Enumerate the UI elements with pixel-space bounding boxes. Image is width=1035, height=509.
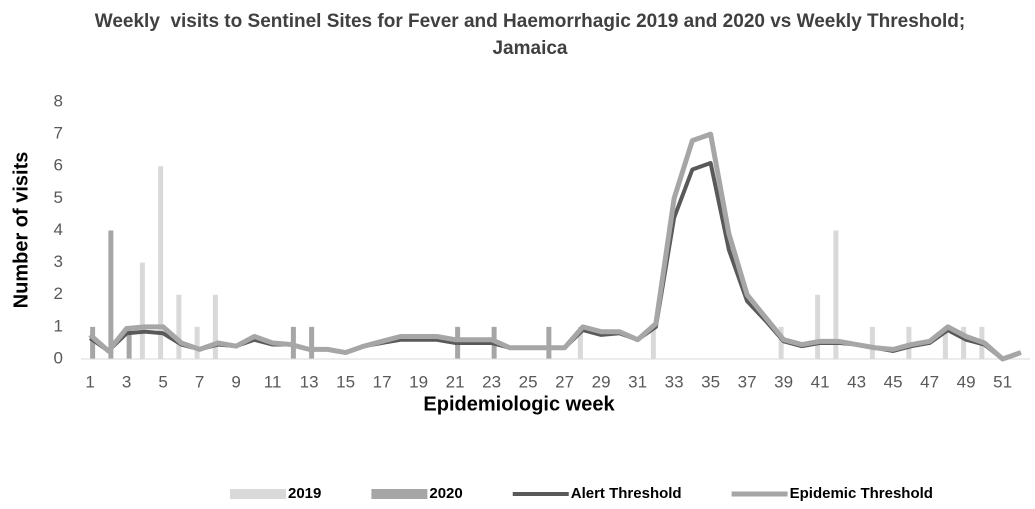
bar	[833, 230, 839, 359]
legend-swatch	[230, 489, 286, 499]
y-tick-label: 0	[54, 348, 63, 367]
bar	[139, 262, 145, 359]
bar	[212, 294, 218, 359]
y-tick-label: 7	[54, 124, 63, 143]
x-tick-label: 11	[264, 372, 282, 391]
legend-swatch	[371, 489, 428, 499]
x-tick-label: 3	[122, 372, 131, 391]
y-tick-label: 2	[54, 284, 63, 303]
x-tick-label: 15	[336, 372, 355, 391]
y-tick-label: 6	[54, 156, 63, 175]
bar	[176, 294, 182, 359]
x-tick-label: 23	[482, 372, 501, 391]
legend-label: Epidemic Threshold	[790, 485, 933, 502]
bar	[158, 166, 164, 359]
x-tick-label: 35	[701, 372, 720, 391]
x-tick-label: 5	[158, 372, 167, 391]
bar	[815, 294, 821, 359]
x-tick-label: 47	[920, 372, 939, 391]
y-axis-title: Number of visits	[10, 152, 32, 309]
x-tick-label: 45	[884, 372, 903, 391]
x-tick-label: 41	[811, 372, 830, 391]
bar	[778, 326, 784, 359]
bar	[108, 230, 114, 359]
bar	[194, 326, 200, 359]
x-tick-label: 33	[665, 372, 684, 391]
bar	[961, 326, 967, 359]
x-tick-label: 49	[957, 372, 976, 391]
x-tick-label: 1	[85, 372, 94, 391]
x-tick-label: 37	[738, 372, 757, 391]
y-tick-label: 5	[54, 188, 63, 207]
line	[88, 161, 1022, 361]
x-tick-label: 31	[628, 372, 647, 391]
y-tick-label: 8	[54, 91, 63, 110]
x-tick-label: 19	[409, 372, 428, 391]
x-tick-label: 39	[774, 372, 793, 391]
bar	[546, 326, 552, 359]
x-axis-title: Epidemiologic week	[423, 393, 615, 415]
x-tick-label: 29	[592, 372, 611, 391]
x-tick-label: 21	[446, 372, 465, 391]
bar	[869, 326, 875, 359]
x-tick-label: 43	[847, 372, 866, 391]
x-tick-label: 25	[519, 372, 538, 391]
bar	[309, 326, 315, 359]
y-tick-label: 1	[54, 316, 63, 335]
legend-label: Alert Threshold	[571, 485, 682, 502]
x-tick-label: 51	[993, 372, 1012, 391]
x-tick-label: 27	[555, 372, 574, 391]
bar	[126, 326, 132, 359]
legend-label: 2019	[288, 485, 321, 502]
bar	[942, 326, 948, 359]
line	[88, 131, 1022, 362]
y-tick-label: 3	[54, 252, 63, 271]
bar	[90, 326, 96, 359]
legend-label: 2020	[429, 485, 462, 502]
chart-title: Weekly visits to Sentinel Sites for Feve…	[94, 11, 971, 59]
x-tick-label: 9	[231, 372, 240, 391]
y-tick-label: 4	[54, 220, 63, 239]
bar	[577, 326, 583, 359]
bar	[650, 326, 656, 359]
x-tick-label: 17	[373, 372, 392, 391]
x-tick-label: 13	[300, 372, 319, 391]
x-tick-label: 7	[195, 372, 204, 391]
